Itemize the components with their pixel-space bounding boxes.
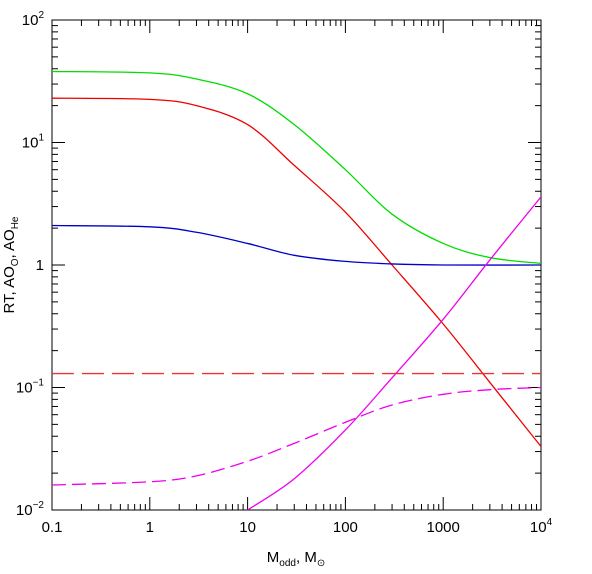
x-tick-label: 0.1 xyxy=(42,519,63,536)
ticks xyxy=(51,19,542,511)
series-line-2 xyxy=(52,224,541,266)
series-line-0 xyxy=(52,70,541,265)
x-tick-label: 104 xyxy=(530,517,553,536)
series-line-4 xyxy=(52,386,541,486)
y-tick-label: 101 xyxy=(22,133,45,152)
series-group xyxy=(52,70,541,510)
y-tick-label: 10−2 xyxy=(16,500,45,519)
x-tick-label: 1 xyxy=(146,519,154,536)
x-tick-label: 10 xyxy=(239,519,256,536)
y-tick-label: 10−1 xyxy=(16,378,45,397)
y-tick-label: 1 xyxy=(36,257,44,274)
x-tick-label: 1000 xyxy=(427,519,460,536)
x-tick-label: 100 xyxy=(333,519,358,536)
y-tick-label: 102 xyxy=(22,10,45,29)
x-axis-title: Modd, M⊙ xyxy=(267,549,325,569)
series-line-1 xyxy=(52,97,541,447)
tick-labels: 0.1 1 10 100 1000 104 10−2 10−1 1 101 102 xyxy=(16,10,553,536)
y-axis-title: RT, AOO, AOHe xyxy=(1,216,21,313)
series-line-3 xyxy=(247,196,541,510)
